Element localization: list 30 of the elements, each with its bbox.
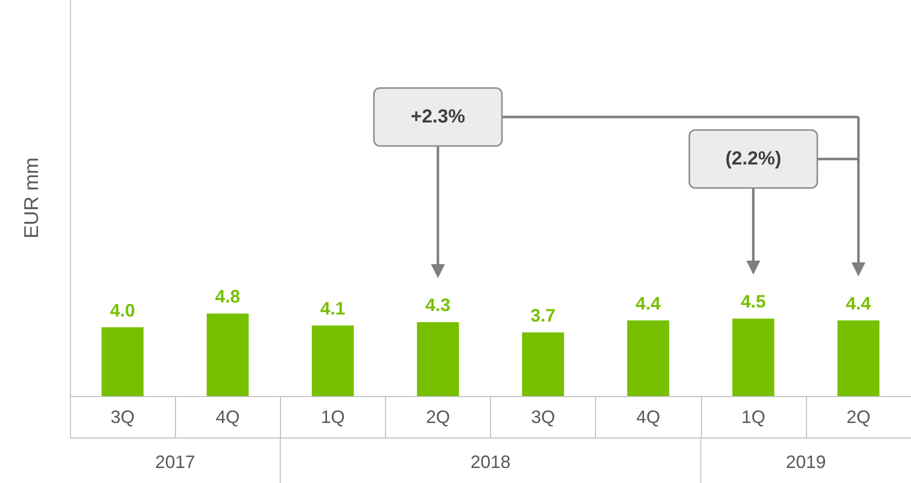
y-axis-title: EUR mm bbox=[21, 157, 43, 239]
x-tick-label: 2Q bbox=[426, 407, 450, 427]
bar bbox=[416, 322, 459, 396]
x-tick-label: 1Q bbox=[741, 407, 766, 427]
data-label: 4.0 bbox=[110, 300, 136, 320]
x-tick-label: 4Q bbox=[216, 407, 240, 427]
data-label: 4.5 bbox=[740, 292, 766, 312]
data-label: 4.3 bbox=[425, 295, 450, 316]
bar bbox=[732, 318, 774, 396]
x-tick-label: 3Q bbox=[531, 407, 556, 427]
text: (2.2%) bbox=[725, 148, 782, 170]
data-label: 4.4 bbox=[636, 293, 661, 314]
data-label: 3.7 bbox=[530, 305, 556, 326]
text: 2018 bbox=[470, 452, 511, 472]
data-label: 4.8 bbox=[215, 286, 240, 306]
x-tick-label: 3Q bbox=[110, 407, 135, 427]
bar bbox=[312, 326, 354, 396]
text: 2017 bbox=[155, 452, 196, 472]
text: 2019 bbox=[786, 452, 826, 472]
x-tick-label: 4Q bbox=[636, 407, 660, 427]
data-label: 4.1 bbox=[320, 298, 346, 319]
x-tick-label: 2Q bbox=[846, 407, 870, 427]
text: +2.3% bbox=[410, 106, 466, 128]
bar bbox=[206, 314, 249, 396]
bar bbox=[102, 327, 144, 396]
x-tick-label: 1Q bbox=[320, 407, 345, 427]
bar bbox=[522, 332, 564, 396]
bar bbox=[627, 320, 670, 396]
bar bbox=[837, 320, 880, 396]
data-label: 4.4 bbox=[846, 293, 871, 314]
